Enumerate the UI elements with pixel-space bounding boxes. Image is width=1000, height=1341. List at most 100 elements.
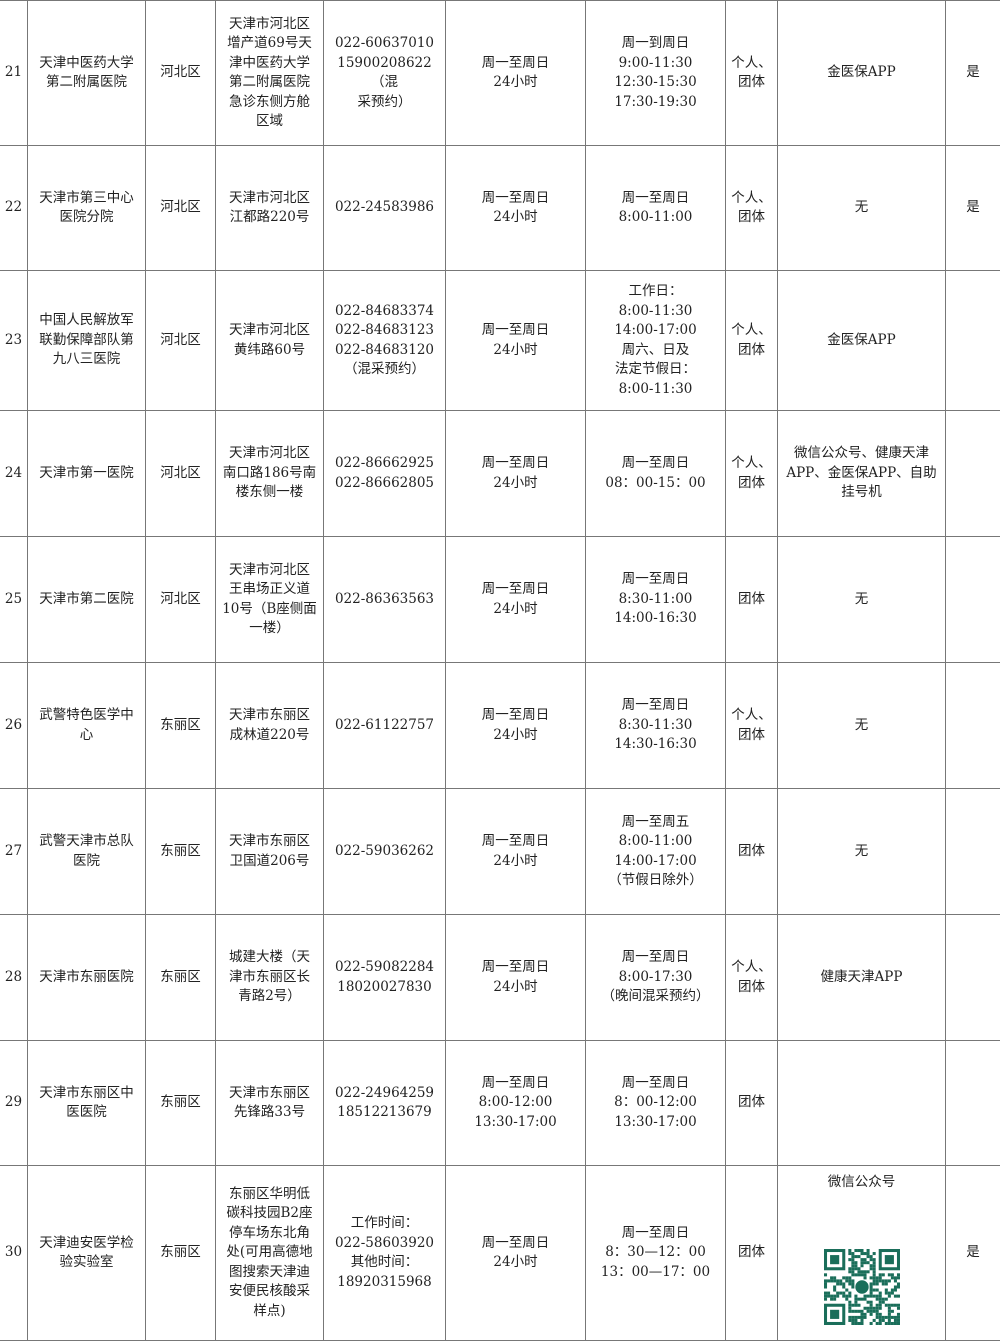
service-hours-cell: 工作日： 8:00-11:30 14:00-17:00 周六、日及 法定节假日：…	[586, 271, 726, 411]
district-cell: 东丽区	[146, 1166, 216, 1341]
flag-cell: 是	[946, 1166, 1000, 1341]
site-name-cell: 天津市第二医院	[28, 537, 146, 663]
row-number-cell: 29	[0, 1041, 28, 1166]
row-number-cell: 27	[0, 789, 28, 915]
phone-cell: 022-61122757	[324, 663, 446, 789]
site-name-cell: 天津迪安医学检 验实验室	[28, 1166, 146, 1341]
address-cell: 天津市东丽区 成林道220号	[216, 663, 324, 789]
service-type-cell: 团体	[726, 789, 778, 915]
district-cell: 东丽区	[146, 663, 216, 789]
phone-cell: 工作时间： 022-58603920 其他时间： 18920315968	[324, 1166, 446, 1341]
phone-cell: 022-60637010 15900208622（混 采预约）	[324, 1, 446, 146]
service-type-cell: 团体	[726, 537, 778, 663]
service-hours-cell: 周一至周日 08：00-15：00	[586, 411, 726, 537]
booking-channel-cell: 金医保APP	[778, 1, 946, 146]
phone-cell: 022-84683374 022-84683123 022-84683120 （…	[324, 271, 446, 411]
row-number-cell: 24	[0, 411, 28, 537]
site-name-cell: 天津市东丽区中 医医院	[28, 1041, 146, 1166]
booking-channel-cell: 无	[778, 146, 946, 271]
address-cell: 东丽区华明低 碳科技园B2座 停车场东北角 处(可用高德地 图搜索天津迪 安便民…	[216, 1166, 324, 1341]
testing-hours-cell: 周一至周日 24小时	[446, 411, 586, 537]
district-cell: 东丽区	[146, 915, 216, 1041]
address-cell: 天津市河北区 江都路220号	[216, 146, 324, 271]
service-hours-cell: 周一至周五 8:00-11:00 14:00-17:00 （节假日除外）	[586, 789, 726, 915]
booking-channel-cell: 无	[778, 537, 946, 663]
qr-code-icon[interactable]	[824, 1249, 900, 1325]
flag-cell	[946, 411, 1000, 537]
flag-cell	[946, 271, 1000, 411]
testing-hours-cell: 周一至周日 24小时	[446, 1166, 586, 1341]
testing-hours-cell: 周一至周日 8:00-12:00 13:30-17:00	[446, 1041, 586, 1166]
row-number-cell: 22	[0, 146, 28, 271]
service-type-cell: 团体	[726, 1166, 778, 1341]
district-cell: 河北区	[146, 1, 216, 146]
flag-cell	[946, 789, 1000, 915]
service-hours-cell: 周一至周日 8：00-12:00 13:30-17:00	[586, 1041, 726, 1166]
testing-hours-cell: 周一至周日 24小时	[446, 915, 586, 1041]
service-hours-cell: 周一至周日 8:00-11:00	[586, 146, 726, 271]
service-type-cell: 个人、 团体	[726, 915, 778, 1041]
row-number-cell: 28	[0, 915, 28, 1041]
flag-cell: 是	[946, 1, 1000, 146]
district-cell: 东丽区	[146, 789, 216, 915]
site-name-cell: 天津市东丽医院	[28, 915, 146, 1041]
service-type-cell: 个人、 团体	[726, 411, 778, 537]
phone-cell: 022-24964259 18512213679	[324, 1041, 446, 1166]
service-hours-cell: 周一至周日 8:30-11:00 14:00-16:30	[586, 537, 726, 663]
address-cell: 天津市河北区 王串场正义道 10号（B座侧面 一楼）	[216, 537, 324, 663]
service-type-cell: 个人、 团体	[726, 663, 778, 789]
address-cell: 天津市河北区 黄纬路60号	[216, 271, 324, 411]
service-type-cell: 个人、 团体	[726, 1, 778, 146]
flag-cell: 是	[946, 146, 1000, 271]
booking-channel-cell: 微信公众号、健康天津 APP、金医保APP、自助 挂号机	[778, 411, 946, 537]
flag-cell	[946, 663, 1000, 789]
testing-hours-cell: 周一至周日 24小时	[446, 271, 586, 411]
booking-channel-cell: 健康天津APP	[778, 915, 946, 1041]
row-number-cell: 26	[0, 663, 28, 789]
row-number-cell: 25	[0, 537, 28, 663]
phone-cell: 022-59036262	[324, 789, 446, 915]
testing-hours-cell: 周一至周日 24小时	[446, 146, 586, 271]
phone-cell: 022-86662925 022-86662805	[324, 411, 446, 537]
flag-cell	[946, 537, 1000, 663]
site-name-cell: 天津市第一医院	[28, 411, 146, 537]
booking-channel-cell: 微信公众号	[778, 1166, 946, 1341]
district-cell: 河北区	[146, 411, 216, 537]
district-cell: 河北区	[146, 271, 216, 411]
site-name-cell: 武警天津市总队 医院	[28, 789, 146, 915]
row-number-cell: 21	[0, 1, 28, 146]
district-cell: 河北区	[146, 537, 216, 663]
service-hours-cell: 周一到周日 9:00-11:30 12:30-15:30 17:30-19:30	[586, 1, 726, 146]
address-cell: 天津市河北区 南口路186号南 楼东侧一楼	[216, 411, 324, 537]
phone-cell: 022-24583986	[324, 146, 446, 271]
phone-cell: 022-86363563	[324, 537, 446, 663]
row-number-cell: 30	[0, 1166, 28, 1341]
booking-with-qr: 微信公众号	[780, 1173, 943, 1333]
address-cell: 天津市河北区 增产道69号天 津中医药大学 第二附属医院 急诊东侧方舱 区域	[216, 1, 324, 146]
district-cell: 河北区	[146, 146, 216, 271]
site-name-cell: 天津中医药大学 第二附属医院	[28, 1, 146, 146]
booking-channel-cell: 金医保APP	[778, 271, 946, 411]
site-name-cell: 武警特色医学中 心	[28, 663, 146, 789]
phone-cell: 022-59082284 18020027830	[324, 915, 446, 1041]
booking-label: 微信公众号	[828, 1173, 896, 1193]
service-hours-cell: 周一至周日 8:30-11:30 14:30-16:30	[586, 663, 726, 789]
site-name-cell: 中国人民解放军 联勤保障部队第 九八三医院	[28, 271, 146, 411]
district-cell: 东丽区	[146, 1041, 216, 1166]
flag-cell	[946, 1041, 1000, 1166]
service-hours-cell: 周一至周日 8:00-17:30 （晚间混采预约）	[586, 915, 726, 1041]
site-name-cell: 天津市第三中心 医院分院	[28, 146, 146, 271]
testing-hours-cell: 周一至周日 24小时	[446, 663, 586, 789]
address-cell: 天津市东丽区 先锋路33号	[216, 1041, 324, 1166]
booking-channel-cell: 无	[778, 663, 946, 789]
address-cell: 天津市东丽区 卫国道206号	[216, 789, 324, 915]
